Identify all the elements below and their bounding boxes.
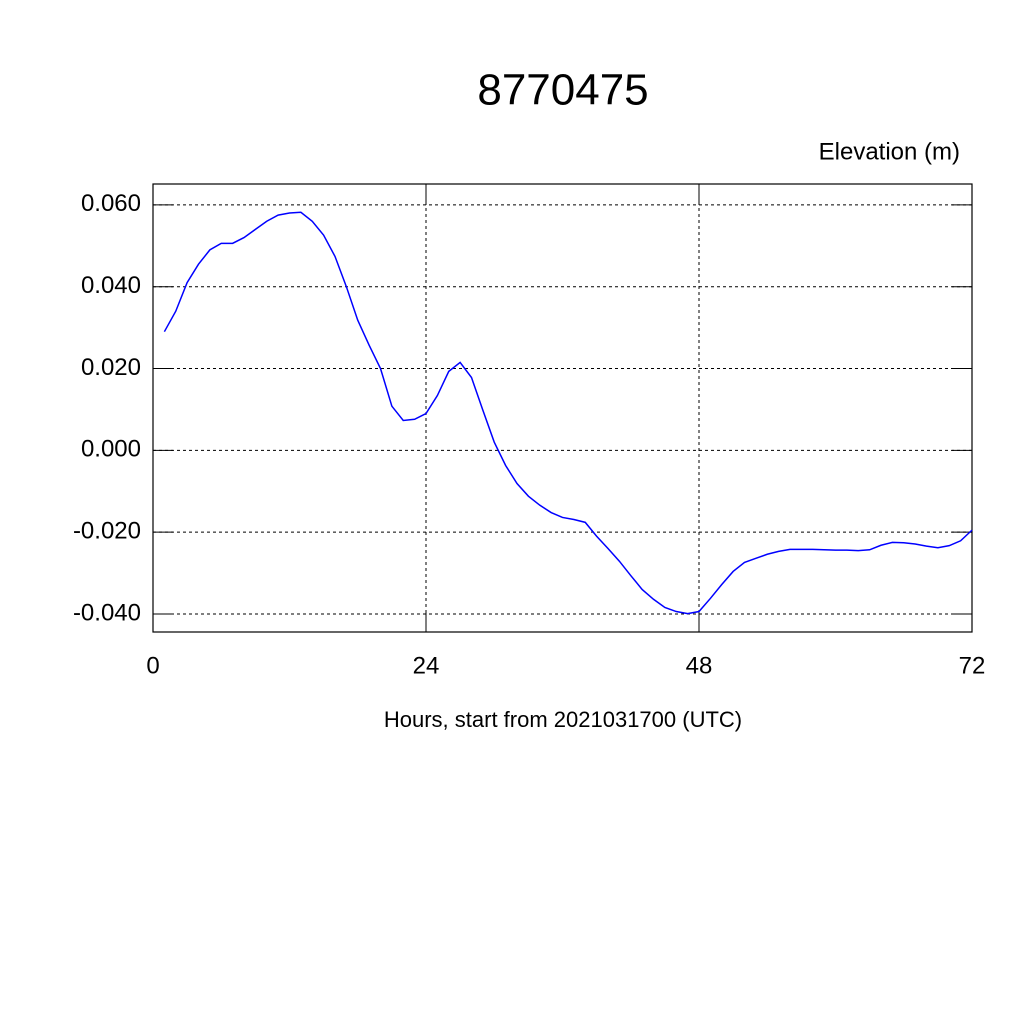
y-tick-label: 0.060 [81,190,141,217]
chart-title: 8770475 [477,66,648,115]
x-tick-label: 48 [686,652,713,679]
data-line [163,211,973,615]
x-tick-label: 72 [959,652,986,679]
y-axis-label: Elevation (m) [819,138,960,165]
x-tick-label: 24 [413,652,440,679]
x-tick-label: 0 [146,652,159,679]
y-tick-label: -0.020 [73,518,141,545]
y-tick-label: 0.000 [81,436,141,463]
plot-frame [152,183,973,633]
y-tick-label: -0.040 [73,599,141,626]
x-axis-label: Hours, start from 2021031700 (UTC) [384,707,742,732]
y-tick-label: 0.040 [81,272,141,299]
y-tick-label: 0.020 [81,354,141,381]
